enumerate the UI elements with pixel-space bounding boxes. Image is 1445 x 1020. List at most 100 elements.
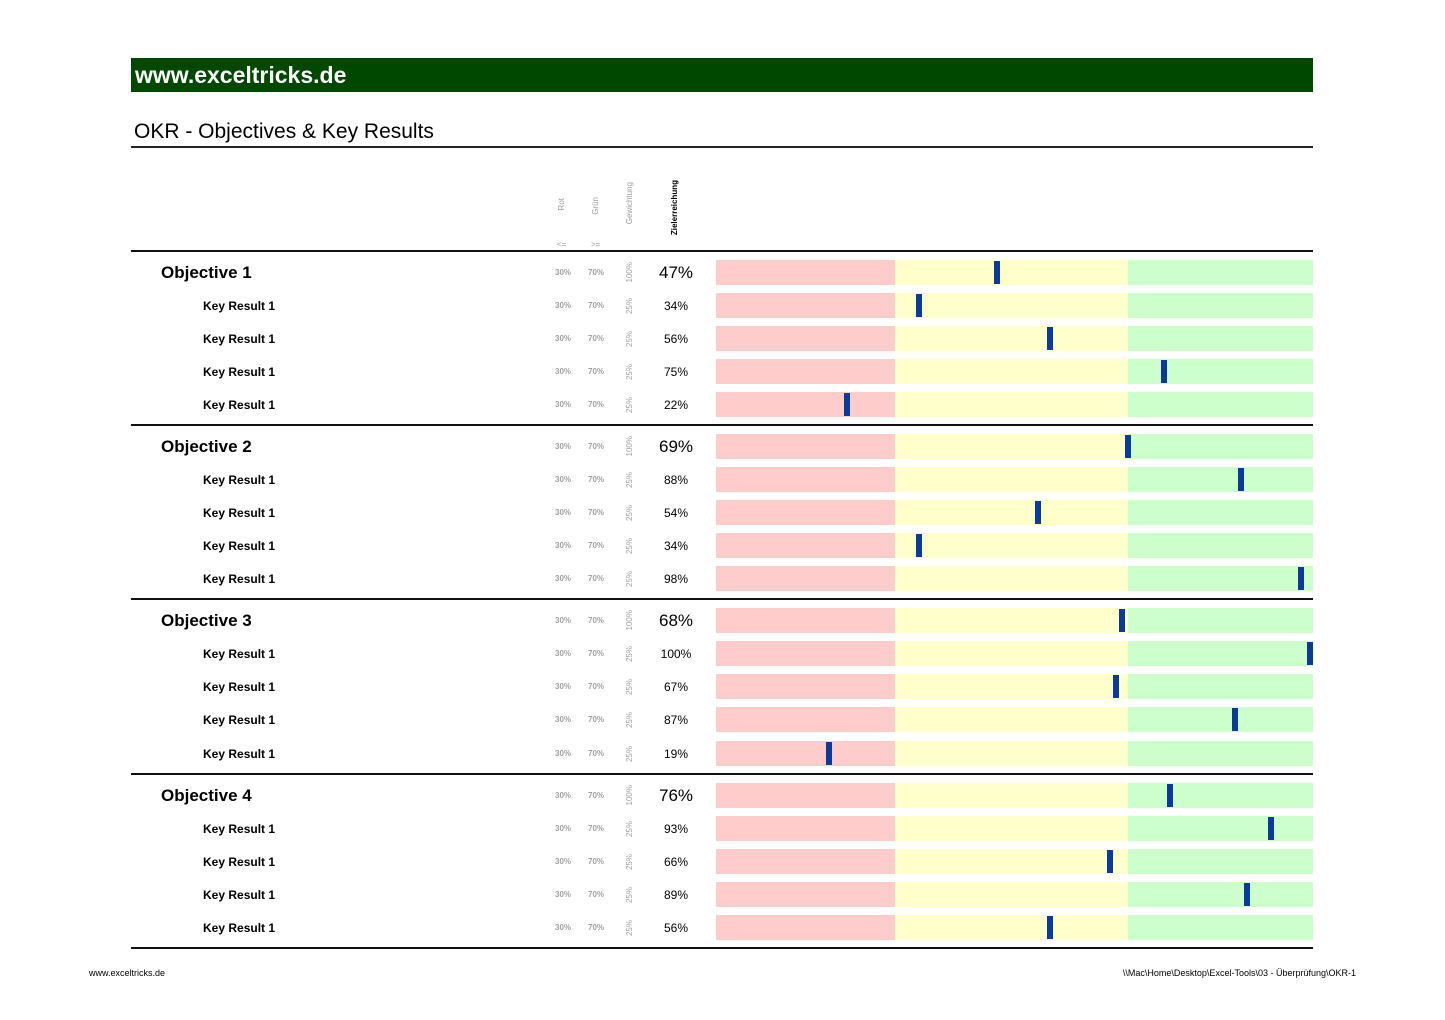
progress-marker xyxy=(1307,642,1313,665)
key-result-row: Key Result 1 30% 70% 25% 34% xyxy=(131,533,1313,558)
progress-bar xyxy=(716,915,1313,940)
bar-zone-red xyxy=(716,434,895,459)
achievement-percent: 47% xyxy=(658,263,694,282)
threshold-gruen: 70% xyxy=(588,857,605,866)
objective-label: Objective 4 xyxy=(161,786,252,805)
bar-zone-red xyxy=(716,500,895,525)
achievement-percent: 68% xyxy=(658,611,694,630)
threshold-gruen: 70% xyxy=(588,791,605,800)
threshold-gruen: 70% xyxy=(588,682,605,691)
weight-value: 25% xyxy=(625,920,634,937)
weight-value: 25% xyxy=(625,331,634,348)
key-result-label: Key Result 1 xyxy=(203,539,276,553)
progress-bar xyxy=(716,674,1313,699)
objective-label: Objective 2 xyxy=(161,437,252,456)
bar-zone-green xyxy=(1128,392,1313,417)
objective-label: Objective 1 xyxy=(161,263,252,282)
threshold-rot: 30% xyxy=(555,400,572,409)
bar-zone-yellow xyxy=(895,608,1128,633)
objective-row: Objective 2 30% 70% 100% 69% xyxy=(131,434,1313,459)
objective-row: Objective 1 30% 70% 100% 47% xyxy=(131,260,1313,285)
bar-zone-red xyxy=(716,915,895,940)
bar-zone-yellow xyxy=(895,359,1128,384)
bar-zone-red xyxy=(716,674,895,699)
progress-bar xyxy=(716,608,1313,633)
weight-value: 25% xyxy=(625,746,634,763)
progress-marker xyxy=(1166,784,1173,807)
achievement-percent: 54% xyxy=(663,506,689,520)
bar-zone-yellow xyxy=(895,674,1128,699)
weight-value: 25% xyxy=(625,298,634,315)
achievement-percent: 19% xyxy=(663,747,689,761)
footer-site: www.exceltricks.de xyxy=(89,968,166,978)
bar-zone-green xyxy=(1128,566,1313,591)
threshold-rot: 30% xyxy=(555,475,572,484)
column-header-gewichtung: Gewichtung xyxy=(625,182,634,225)
progress-bar xyxy=(716,533,1313,558)
progress-marker xyxy=(993,261,1000,284)
threshold-rot: 30% xyxy=(555,824,572,833)
progress-marker xyxy=(1238,468,1245,491)
bar-zone-red xyxy=(716,741,895,766)
key-result-label: Key Result 1 xyxy=(203,572,276,586)
bar-zone-yellow xyxy=(895,915,1128,940)
progress-marker xyxy=(1107,850,1114,873)
key-result-row: Key Result 1 30% 70% 25% 34% xyxy=(131,293,1313,318)
bar-zone-green xyxy=(1128,500,1313,525)
progress-marker xyxy=(1268,817,1275,840)
footer-path: \\Mac\Home\Desktop\Excel-Tools\03 - Über… xyxy=(1122,968,1356,978)
bar-zone-yellow xyxy=(895,566,1128,591)
threshold-rot: 30% xyxy=(555,442,572,451)
bar-zone-green xyxy=(1128,293,1313,318)
achievement-percent: 93% xyxy=(663,822,689,836)
threshold-rot: 30% xyxy=(555,857,572,866)
bar-zone-red xyxy=(716,293,895,318)
key-result-label: Key Result 1 xyxy=(203,680,276,694)
title-underline xyxy=(131,146,1313,148)
bar-zone-red xyxy=(716,882,895,907)
bar-zone-green xyxy=(1128,882,1313,907)
progress-marker xyxy=(1244,883,1251,906)
progress-marker xyxy=(1035,501,1042,524)
bar-zone-green xyxy=(1128,260,1313,285)
threshold-gruen: 70% xyxy=(588,367,605,376)
progress-marker xyxy=(1118,609,1125,632)
weight-value: 25% xyxy=(625,887,634,904)
progress-bar xyxy=(716,816,1313,841)
threshold-rot: 30% xyxy=(555,574,572,583)
weight-value: 25% xyxy=(625,397,634,414)
column-header-rot: Rot xyxy=(557,198,566,211)
threshold-gruen: 70% xyxy=(588,334,605,343)
objective-row: Objective 3 30% 70% 100% 68% xyxy=(131,608,1313,633)
key-result-row: Key Result 1 30% 70% 25% 100% xyxy=(131,641,1313,666)
key-result-row: Key Result 1 30% 70% 25% 22% xyxy=(131,392,1313,417)
progress-bar xyxy=(716,707,1313,732)
key-result-label: Key Result 1 xyxy=(203,822,276,836)
threshold-gruen: 70% xyxy=(588,715,605,724)
bar-zone-yellow xyxy=(895,816,1128,841)
threshold-gruen: 70% xyxy=(588,541,605,550)
bar-zone-yellow xyxy=(895,293,1128,318)
key-result-label: Key Result 1 xyxy=(203,888,276,902)
bar-zone-red xyxy=(716,783,895,808)
bar-zone-green xyxy=(1128,816,1313,841)
bar-zone-yellow xyxy=(895,741,1128,766)
weight-value: 25% xyxy=(625,364,634,381)
objective-row: Objective 4 30% 70% 100% 76% xyxy=(131,783,1313,808)
threshold-gruen: 70% xyxy=(588,649,605,658)
progress-bar xyxy=(716,326,1313,351)
threshold-gruen: 70% xyxy=(588,749,605,758)
bar-zone-yellow xyxy=(895,783,1128,808)
progress-marker xyxy=(826,742,833,765)
key-result-label: Key Result 1 xyxy=(203,332,276,346)
threshold-gruen: 70% xyxy=(588,616,605,625)
bar-zone-green xyxy=(1128,533,1313,558)
site-banner: www.exceltricks.de xyxy=(131,58,1313,92)
weight-value: 25% xyxy=(625,679,634,696)
key-result-label: Key Result 1 xyxy=(203,855,276,869)
weight-value: 25% xyxy=(625,646,634,663)
bar-zone-red xyxy=(716,326,895,351)
threshold-rot: 30% xyxy=(555,682,572,691)
bar-zone-red xyxy=(716,260,895,285)
key-result-row: Key Result 1 30% 70% 25% 66% xyxy=(131,849,1313,874)
